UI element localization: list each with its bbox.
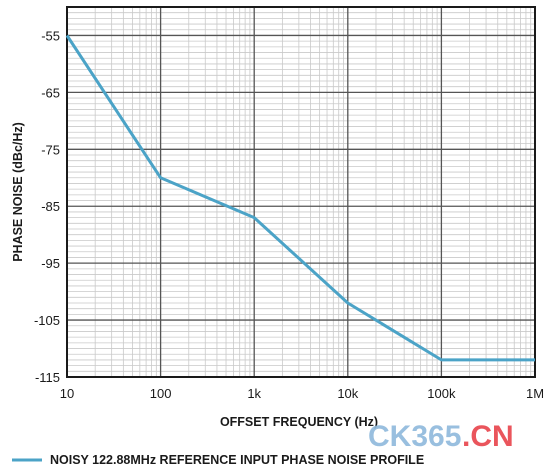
x-tick-label: 1k bbox=[247, 386, 261, 401]
watermark-cn: .CN bbox=[462, 420, 514, 453]
data-series bbox=[65, 34, 535, 362]
y-tick-label: -65 bbox=[41, 85, 60, 100]
y-tick-label: -75 bbox=[41, 142, 60, 157]
x-tick-label: 100k bbox=[427, 386, 456, 401]
watermark: CK365 .CN bbox=[368, 420, 514, 453]
legend: NOISY 122.88MHz REFERENCE INPUT PHASE NO… bbox=[12, 453, 424, 467]
y-tick-label: -95 bbox=[41, 256, 60, 271]
x-axis-label: OFFSET FREQUENCY (Hz) bbox=[220, 415, 378, 429]
watermark-ck365: CK365 bbox=[368, 420, 461, 453]
y-axis-label: PHASE NOISE (dBc/Hz) bbox=[11, 122, 25, 262]
series-line bbox=[65, 34, 535, 362]
legend-label: NOISY 122.88MHz REFERENCE INPUT PHASE NO… bbox=[50, 453, 424, 467]
x-tick-label: 10k bbox=[337, 386, 358, 401]
minor-grid bbox=[67, 6, 535, 377]
y-tick-label: -115 bbox=[35, 370, 60, 385]
x-tick-label: 1M bbox=[526, 386, 544, 401]
y-tick-labels: -55 -65 -75 -85 -95 -105 -115 bbox=[34, 28, 60, 385]
x-tick-labels: 10 100 1k 10k 100k 1M bbox=[60, 386, 544, 401]
x-tick-label: 100 bbox=[150, 386, 172, 401]
plot-frame bbox=[66, 6, 536, 378]
y-tick-label: -55 bbox=[41, 28, 60, 43]
y-tick-label: -105 bbox=[34, 313, 60, 328]
major-grid bbox=[66, 7, 536, 378]
x-tick-label: 10 bbox=[60, 386, 74, 401]
y-tick-label: -85 bbox=[41, 199, 60, 214]
